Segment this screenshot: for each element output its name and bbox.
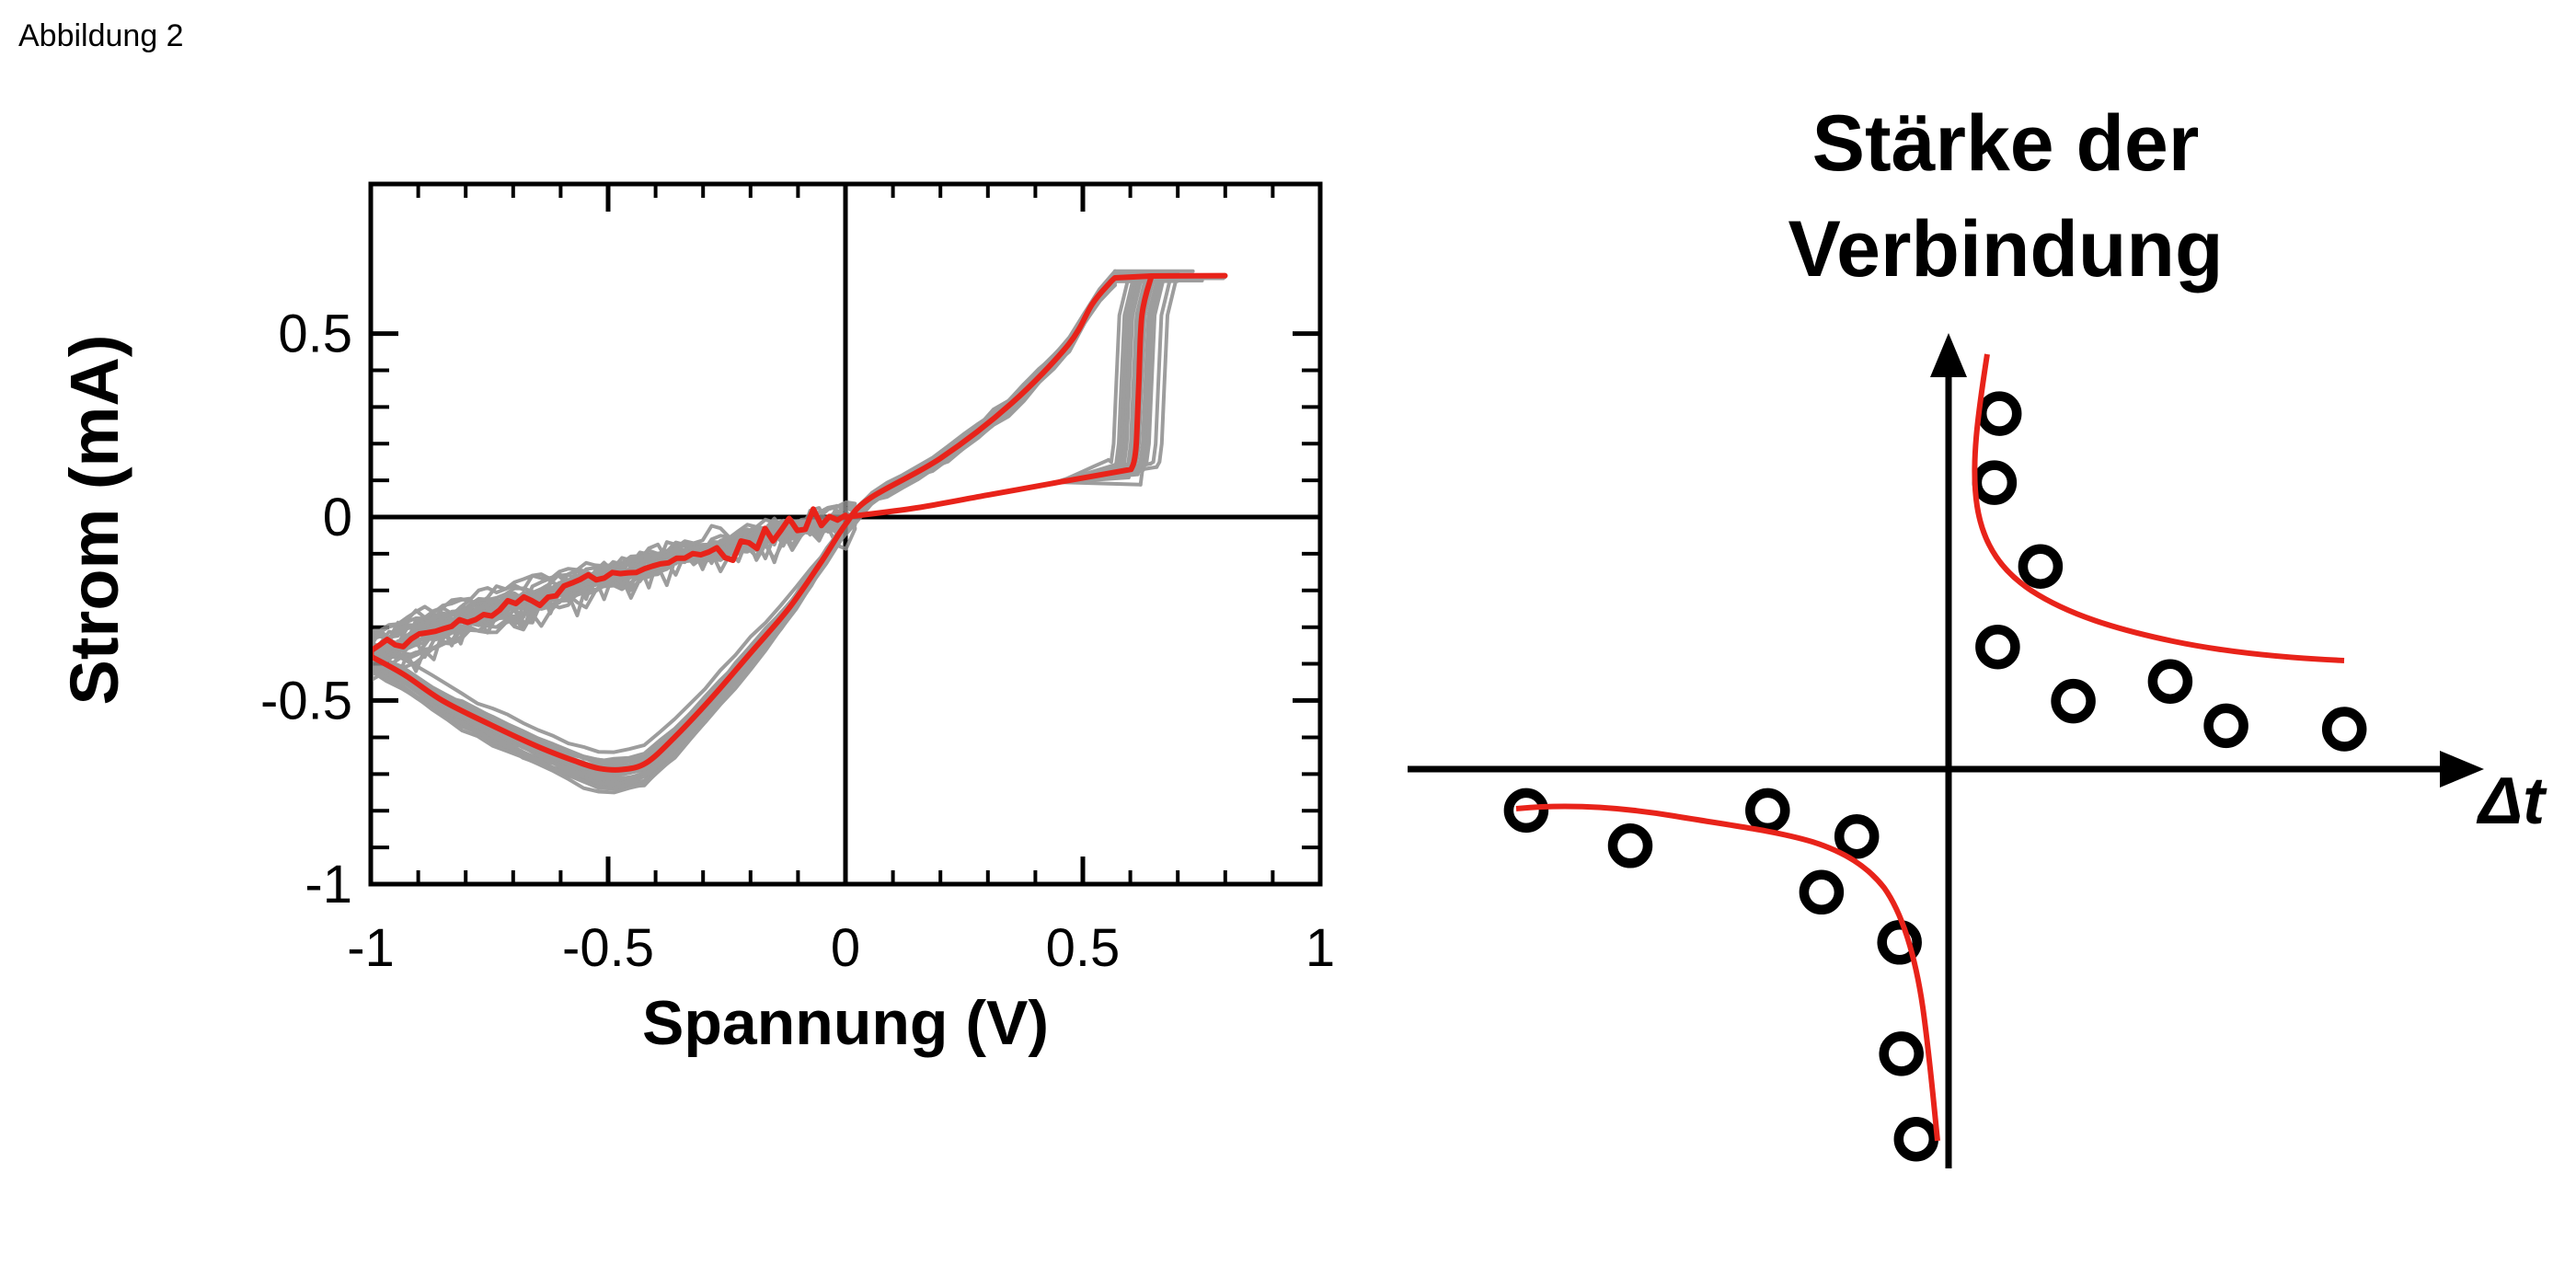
svg-text:0.5: 0.5 — [1046, 918, 1121, 978]
svg-text:0: 0 — [323, 488, 352, 547]
svg-text:Δt: Δt — [2476, 765, 2547, 838]
svg-text:Verbindung: Verbindung — [1788, 205, 2224, 293]
svg-text:0: 0 — [831, 918, 860, 978]
svg-text:Strom (mA): Strom (mA) — [56, 335, 132, 706]
svg-text:-1: -1 — [347, 918, 395, 978]
svg-text:0.5: 0.5 — [278, 305, 352, 364]
svg-text:-0.5: -0.5 — [562, 918, 654, 978]
svg-text:-0.5: -0.5 — [260, 671, 352, 730]
svg-text:Spannung (V): Spannung (V) — [642, 988, 1049, 1058]
svg-text:-1: -1 — [305, 855, 352, 914]
svg-text:1: 1 — [1305, 918, 1335, 978]
svg-text:Stärke der: Stärke der — [1812, 99, 2200, 188]
